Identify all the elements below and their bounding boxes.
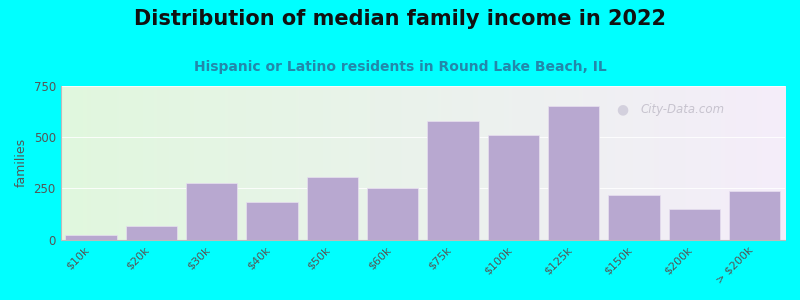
Text: Distribution of median family income in 2022: Distribution of median family income in … <box>134 9 666 29</box>
Bar <box>65 236 117 240</box>
Bar <box>488 135 539 240</box>
Bar <box>427 121 478 240</box>
Bar <box>246 202 298 240</box>
Text: Hispanic or Latino residents in Round Lake Beach, IL: Hispanic or Latino residents in Round La… <box>194 60 606 74</box>
Text: ●: ● <box>616 102 628 116</box>
Y-axis label: families: families <box>15 138 28 187</box>
Bar <box>367 188 418 240</box>
Text: City-Data.com: City-Data.com <box>640 103 724 116</box>
Bar <box>186 183 238 240</box>
Bar <box>609 194 660 240</box>
Bar <box>548 106 599 240</box>
Bar <box>306 177 358 240</box>
Bar <box>126 226 177 240</box>
Bar <box>729 191 781 240</box>
Bar <box>669 209 720 240</box>
